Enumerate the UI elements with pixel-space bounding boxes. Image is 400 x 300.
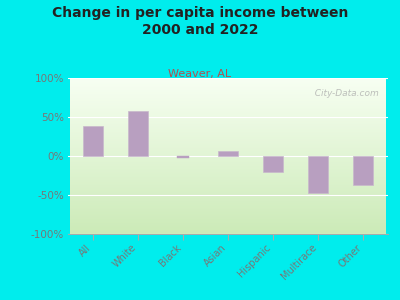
Text: Change in per capita income between
2000 and 2022: Change in per capita income between 2000… <box>52 6 348 37</box>
Text: Weaver, AL: Weaver, AL <box>168 69 232 79</box>
Bar <box>177 156 188 158</box>
Bar <box>218 151 238 156</box>
Bar <box>308 156 328 194</box>
Bar <box>353 156 373 185</box>
Bar <box>83 126 103 156</box>
Bar <box>263 156 283 172</box>
Text: City-Data.com: City-Data.com <box>309 89 378 98</box>
Bar <box>128 111 148 156</box>
